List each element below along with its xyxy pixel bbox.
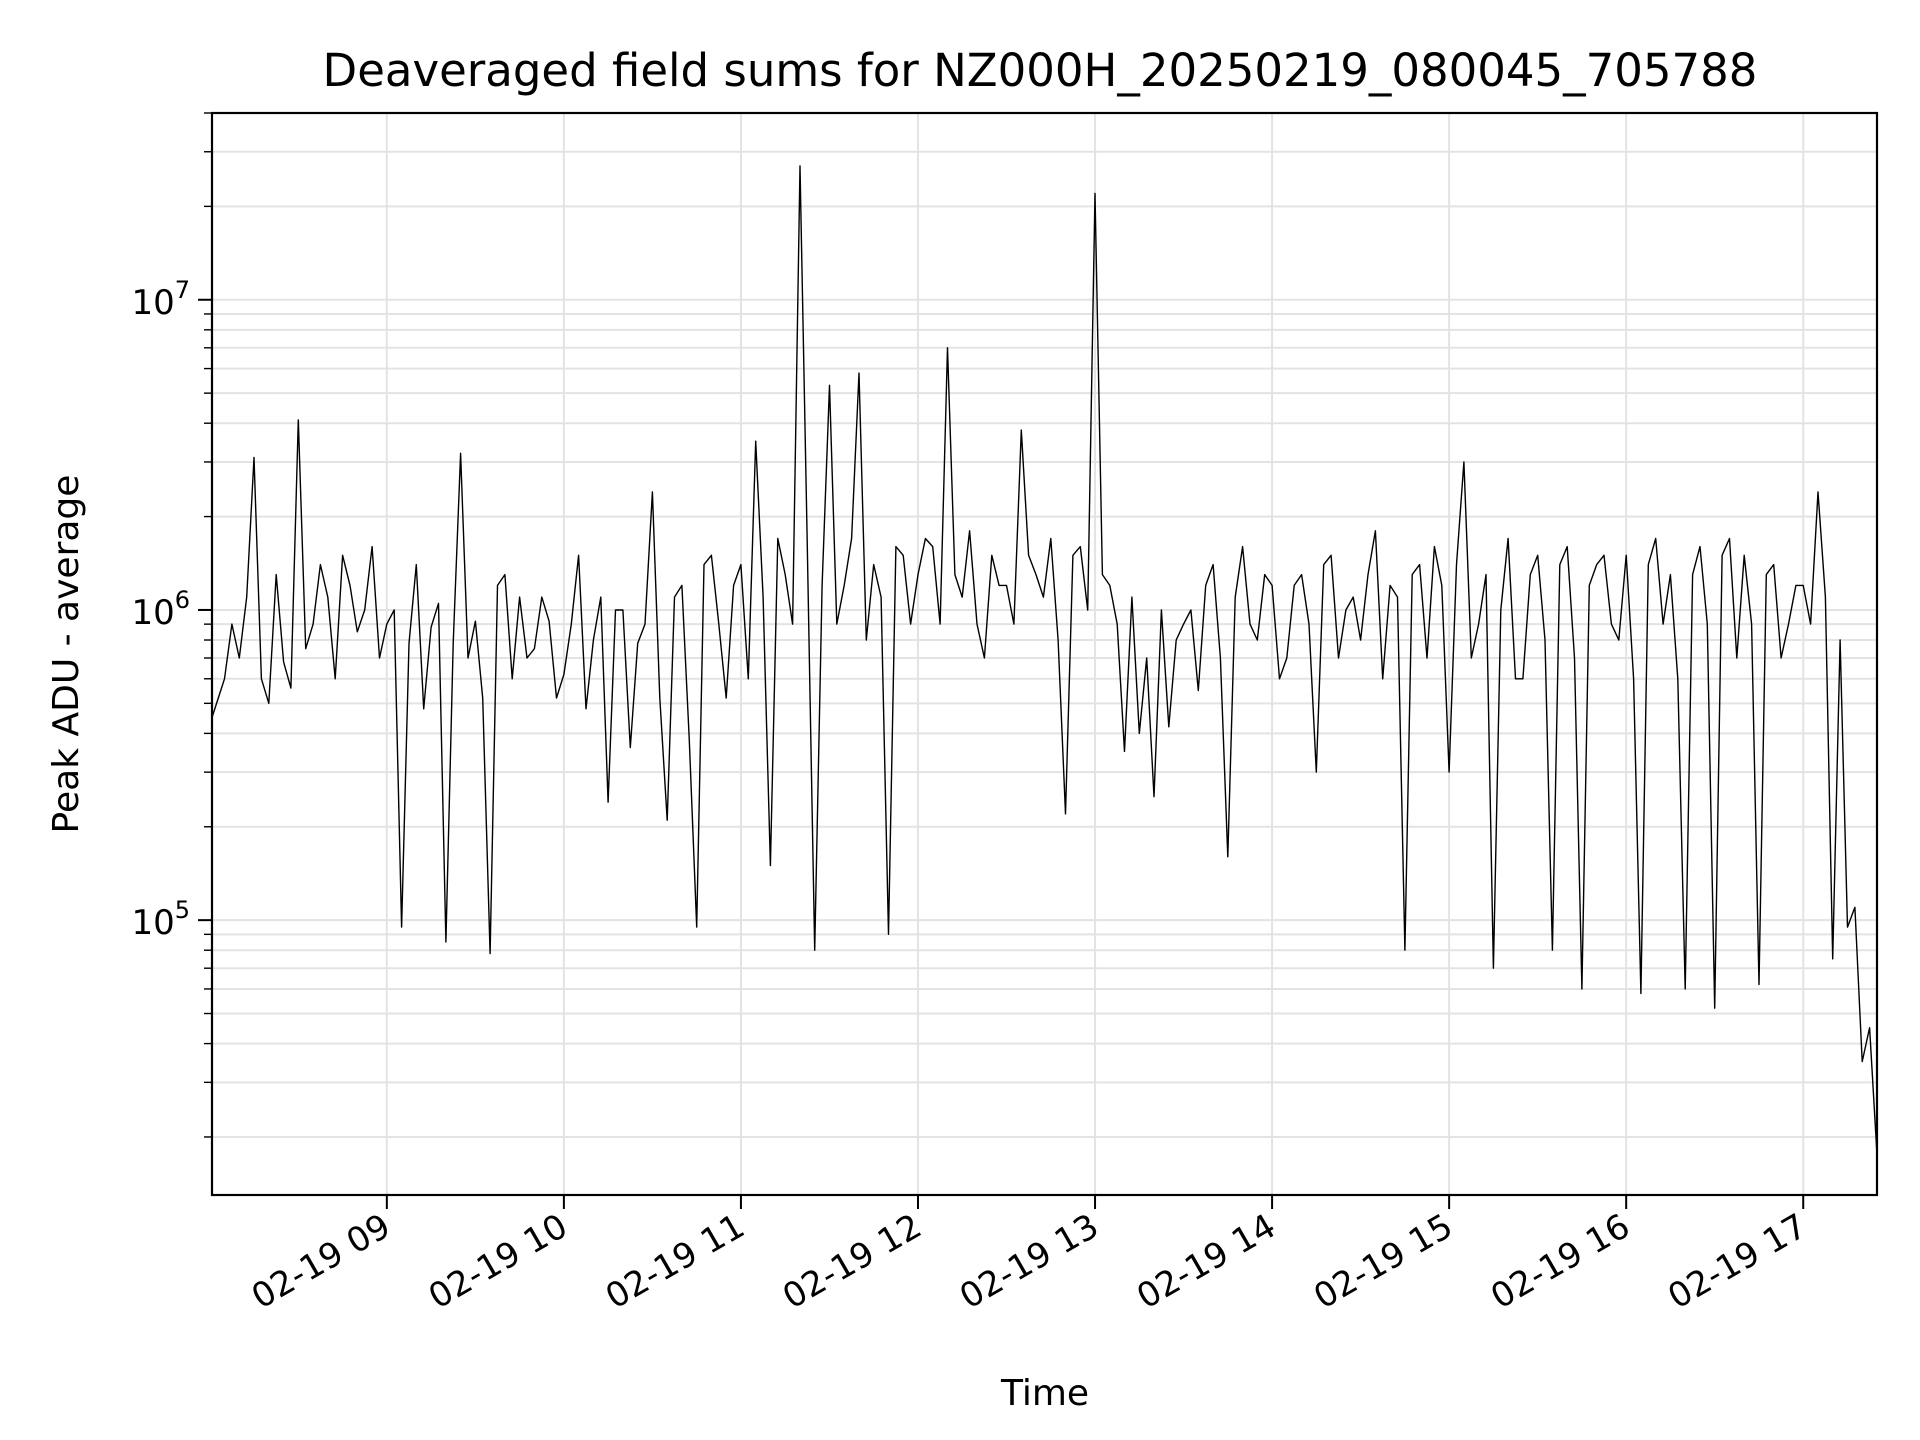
y-tick-label-exponent: 5 bbox=[175, 896, 190, 924]
chart-title: Deaveraged field sums for NZ000H_2025021… bbox=[323, 44, 1758, 97]
y-tick-label: 107 bbox=[131, 276, 190, 323]
plot-frame bbox=[210, 111, 1879, 1197]
y-tick-label-base: 10 bbox=[131, 593, 174, 633]
y-tick-label: 106 bbox=[131, 586, 190, 633]
y-tick-label-exponent: 6 bbox=[175, 586, 190, 614]
y-tick-label-base: 10 bbox=[131, 903, 174, 943]
y-tick-label-base: 10 bbox=[131, 283, 174, 323]
y-tick-label-exponent: 7 bbox=[175, 276, 190, 304]
y-tick-label: 105 bbox=[131, 896, 190, 943]
series-line bbox=[211, 165, 1878, 1156]
series-path bbox=[211, 165, 1878, 1156]
x-axis-label: Time bbox=[1000, 1373, 1089, 1414]
y-axis-label: Peak ADU - average bbox=[46, 475, 87, 834]
